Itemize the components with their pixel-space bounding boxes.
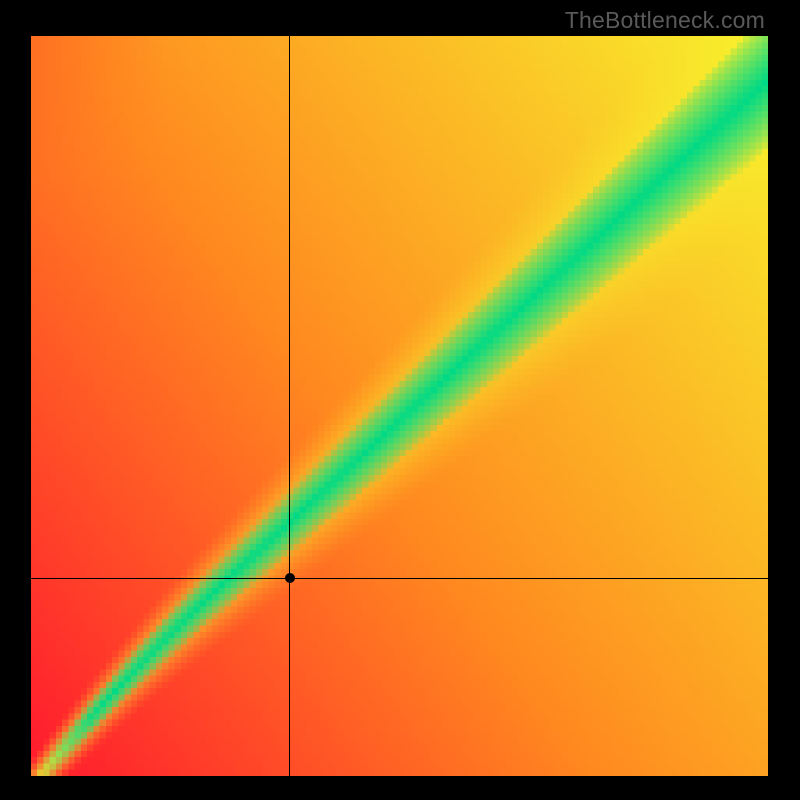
chart-container: { "watermark": { "text": "TheBottleneck.…	[0, 0, 800, 800]
crosshair-vertical	[289, 36, 290, 776]
watermark-text: TheBottleneck.com	[565, 7, 765, 34]
heatmap-plot	[31, 36, 768, 776]
crosshair-horizontal	[31, 578, 768, 579]
crosshair-point	[285, 573, 295, 583]
heatmap-canvas	[31, 36, 768, 776]
